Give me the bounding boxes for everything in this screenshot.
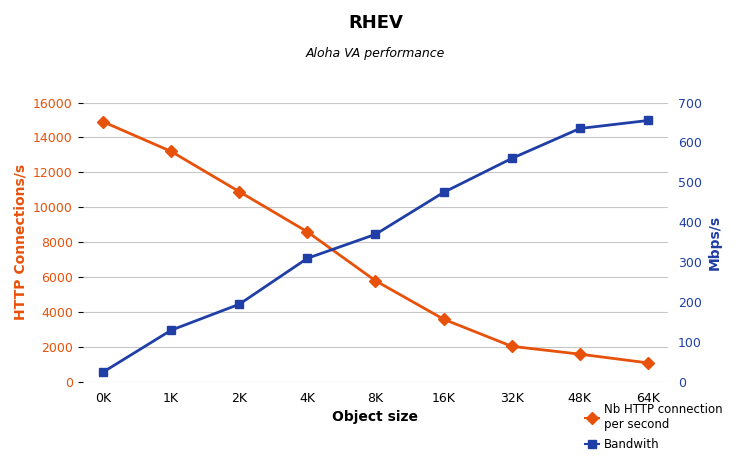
Y-axis label: Mbps/s: Mbps/s [707,215,722,270]
Bandwith [507,156,516,161]
Nb HTTP connection
per second [575,351,584,357]
Bandwith [371,232,380,237]
Bandwith [235,302,244,307]
Nb HTTP connection
per second [371,278,380,283]
Bandwith [644,118,653,123]
Nb HTTP connection
per second [439,316,448,322]
Nb HTTP connection
per second [303,229,312,235]
Text: RHEV: RHEV [348,14,403,32]
Bandwith [303,255,312,261]
Nb HTTP connection
per second [235,189,244,194]
Bandwith [167,328,176,333]
Y-axis label: HTTP Connections/s: HTTP Connections/s [14,164,28,321]
Line: Bandwith: Bandwith [99,116,652,377]
Nb HTTP connection
per second [507,343,516,349]
Nb HTTP connection
per second [167,149,176,154]
Bandwith [575,126,584,131]
Bandwith [439,190,448,195]
Legend: Nb HTTP connection
per second, Bandwith: Nb HTTP connection per second, Bandwith [585,403,722,451]
Text: Aloha VA performance: Aloha VA performance [306,47,445,60]
Bandwith [98,370,107,375]
X-axis label: Object size: Object size [333,411,418,425]
Line: Nb HTTP connection
per second: Nb HTTP connection per second [99,117,652,367]
Nb HTTP connection
per second [644,360,653,366]
Nb HTTP connection
per second [98,119,107,124]
